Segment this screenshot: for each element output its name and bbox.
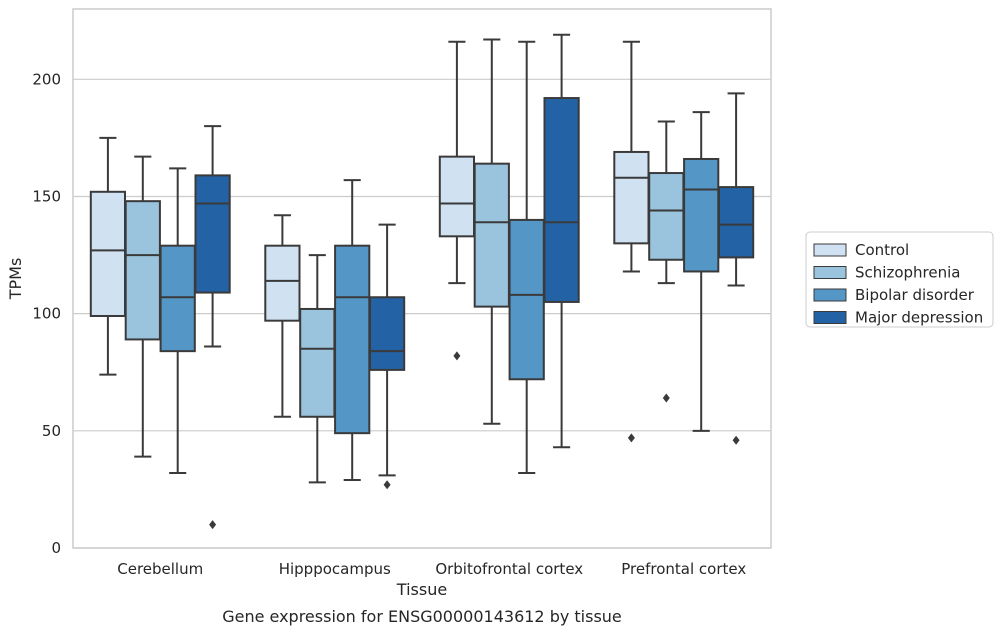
box: [334, 179, 371, 482]
box: [508, 40, 545, 475]
outlier-point: [662, 393, 670, 403]
box: [473, 38, 510, 425]
legend: Control Schizophrenia Bipolar disorder Majo…: [805, 231, 994, 328]
legend-item: Control: [813, 241, 909, 259]
box-iqr: [438, 155, 476, 238]
y-tick-label: 50: [42, 422, 61, 440]
legend-swatch: [813, 311, 847, 324]
box-iqr: [194, 174, 231, 294]
outlier-point: [732, 435, 740, 445]
box-iqr: [543, 97, 580, 303]
series-bipolar-disorder: [159, 40, 720, 482]
box-iqr: [264, 244, 301, 322]
x-tick-label: Orbitofrontal cortex: [435, 560, 583, 578]
x-axis-ticks: Cerebellum Hipppocampus Orbitofrontal cort…: [117, 560, 746, 578]
box-iqr: [334, 244, 371, 435]
plot-frame: [72, 8, 772, 549]
box: [124, 155, 161, 458]
outlier-point: [209, 520, 217, 530]
box: [683, 111, 720, 432]
outlier-point: [453, 351, 461, 361]
box: [543, 33, 580, 449]
box: [717, 92, 755, 445]
x-axis-label: Tissue: [396, 580, 447, 599]
legend-swatch: [813, 266, 847, 279]
legend-label: Schizophrenia: [855, 264, 960, 282]
outlier-point: [627, 433, 635, 443]
y-tick-label: 150: [32, 187, 61, 205]
box-iqr: [299, 307, 336, 418]
legend-swatch: [813, 243, 847, 257]
box-iqr: [613, 150, 650, 245]
box-iqr: [124, 200, 161, 341]
x-tick-label: Prefrontal cortex: [621, 560, 746, 578]
box-iqr: [683, 157, 720, 273]
x-tick-label: Cerebellum: [117, 560, 203, 578]
legend-label: Control: [855, 241, 909, 259]
chart-caption: Gene expression for ENSG00000143612 by t…: [222, 607, 622, 626]
legend-frame: [805, 231, 994, 328]
y-tick-label: 200: [32, 70, 61, 88]
y-axis-label: TPMs: [6, 258, 25, 301]
box: [368, 223, 406, 490]
series-schizophrenia: [124, 38, 685, 484]
box-iqr: [648, 172, 685, 261]
box: [89, 136, 127, 376]
box-iqr: [473, 162, 510, 308]
y-tick-label: 100: [32, 305, 61, 323]
legend-label: Bipolar disorder: [855, 286, 975, 304]
box-iqr: [717, 186, 755, 259]
box: [299, 254, 336, 484]
y-tick-label: 0: [51, 539, 61, 557]
box-iqr: [159, 244, 196, 353]
box-series: [89, 33, 755, 530]
box: [438, 40, 476, 361]
legend-label: Major depression: [855, 309, 983, 327]
legend-item: Bipolar disorder: [813, 286, 975, 304]
box: [159, 167, 196, 475]
box: [264, 214, 301, 418]
box: [613, 40, 650, 443]
legend-item: Schizophrenia: [813, 264, 960, 282]
legend-item: Major depression: [813, 309, 983, 327]
box-iqr: [89, 190, 127, 317]
box-iqr: [368, 296, 406, 371]
box-iqr: [508, 218, 545, 381]
outlier-point: [383, 480, 391, 490]
legend-swatch: [813, 288, 847, 302]
box: [648, 120, 685, 403]
series-major-depression: [194, 33, 755, 530]
y-axis-ticks: 0 50 100 150 200: [32, 70, 61, 557]
box: [194, 125, 231, 530]
x-tick-label: Hipppocampus: [279, 560, 391, 578]
